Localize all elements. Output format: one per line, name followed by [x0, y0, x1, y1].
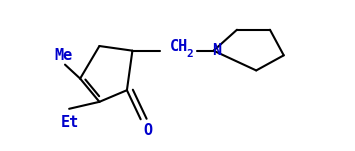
- Text: Me: Me: [54, 48, 72, 63]
- Text: Et: Et: [61, 115, 79, 130]
- Text: 2: 2: [186, 49, 193, 59]
- Text: CH: CH: [170, 39, 188, 53]
- Text: N: N: [212, 43, 221, 58]
- Text: O: O: [143, 123, 152, 138]
